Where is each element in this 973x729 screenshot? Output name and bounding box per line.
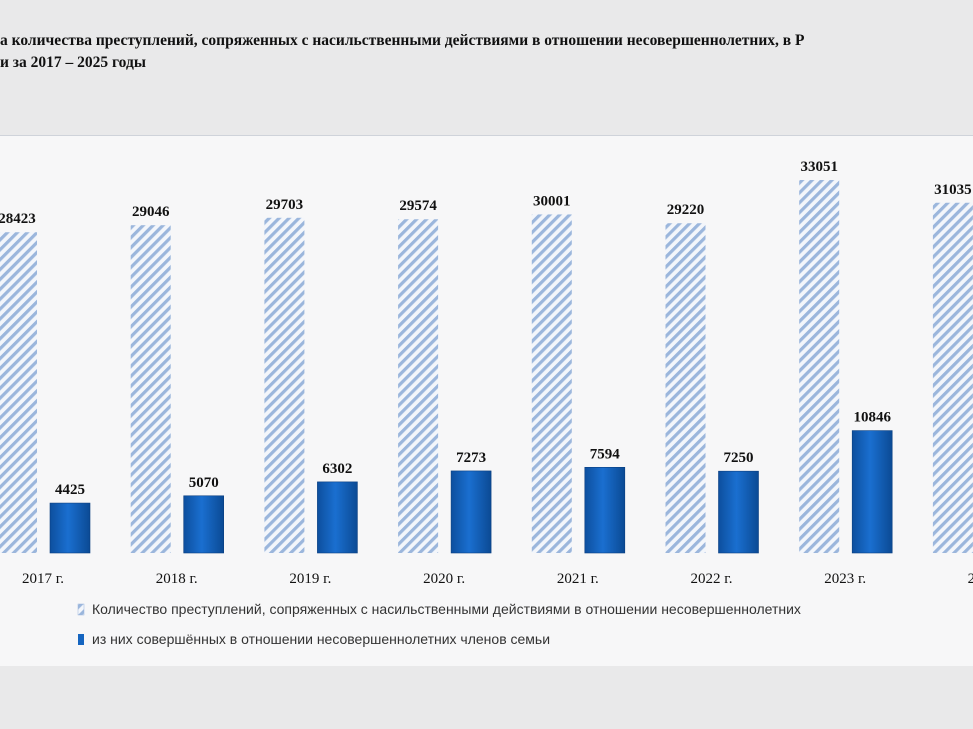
x-tick-label-7: 2023 г. — [824, 571, 866, 587]
bar-family-label-2: 5070 — [189, 475, 219, 491]
bar-family-3 — [317, 481, 358, 554]
bar-total-label-8: 31035 — [934, 182, 972, 198]
bar-family-label-5: 7594 — [590, 446, 621, 462]
bar-family-label-1: 4425 — [55, 482, 85, 498]
bar-total-6 — [665, 223, 706, 553]
x-tick-label-1: 2017 г. — [22, 571, 64, 587]
chart-title: а количества преступлений, сопряженных с… — [0, 30, 973, 74]
bar-total-4 — [398, 219, 439, 553]
bar-family-6 — [718, 470, 759, 554]
bar-total-1 — [0, 232, 37, 553]
x-tick-label-6: 2022 г. — [691, 571, 733, 587]
bar-family-4 — [450, 470, 492, 554]
chart-title-line-2: и за 2017 – 2025 годы — [0, 54, 146, 71]
legend-label-1: Количество преступлений, сопряженных с н… — [92, 601, 801, 617]
bar-total-5 — [531, 214, 572, 553]
bar-total-3 — [264, 217, 305, 553]
legend-marker-2 — [78, 634, 84, 645]
bar-total-label-4: 29574 — [399, 198, 437, 214]
bar-family-7 — [851, 430, 893, 554]
bar-family-label-7: 10846 — [853, 410, 891, 426]
bar-family-2 — [183, 495, 224, 554]
x-tick-label-2: 2018 г. — [156, 571, 198, 587]
bar-total-label-2: 29046 — [132, 204, 170, 220]
bar-family-label-4: 7273 — [456, 450, 486, 466]
bar-family-label-3: 6302 — [322, 461, 352, 477]
bar-total-label-7: 33051 — [800, 159, 838, 175]
bar-total-7 — [799, 180, 840, 553]
legend: Количество преступлений, сопряженных с н… — [77, 601, 801, 647]
bar-family-1 — [49, 502, 91, 554]
chart-title-line-1: а количества преступлений, сопряженных с… — [0, 32, 805, 49]
x-tick-label-8: 202 — [968, 571, 973, 587]
bar-total-2 — [130, 225, 171, 553]
x-tick-label-3: 2019 г. — [289, 571, 331, 587]
bar-total-label-1: 28423 — [0, 211, 36, 227]
bar-total-label-3: 29703 — [266, 197, 304, 213]
bar-total-label-6: 29220 — [667, 202, 705, 218]
bar-family-label-6: 7250 — [724, 450, 754, 466]
x-tick-labels: 2017 г. 2018 г. 2019 г. 2020 г. 2021 г. 2022 … — [22, 571, 973, 587]
bar-total-label-5: 30001 — [533, 193, 571, 209]
bars-group: 28423 4425 29046 5070 29703 6302 29574 7273 3000… — [0, 159, 973, 554]
x-tick-label-5: 2021 г. — [557, 571, 599, 587]
legend-label-2: из них совершённых в отношении несоверше… — [92, 631, 550, 647]
bar-family-5 — [584, 466, 626, 554]
legend-marker-1 — [77, 603, 85, 616]
x-tick-label-4: 2020 г. — [423, 571, 465, 587]
bar-total-8 — [932, 202, 973, 553]
